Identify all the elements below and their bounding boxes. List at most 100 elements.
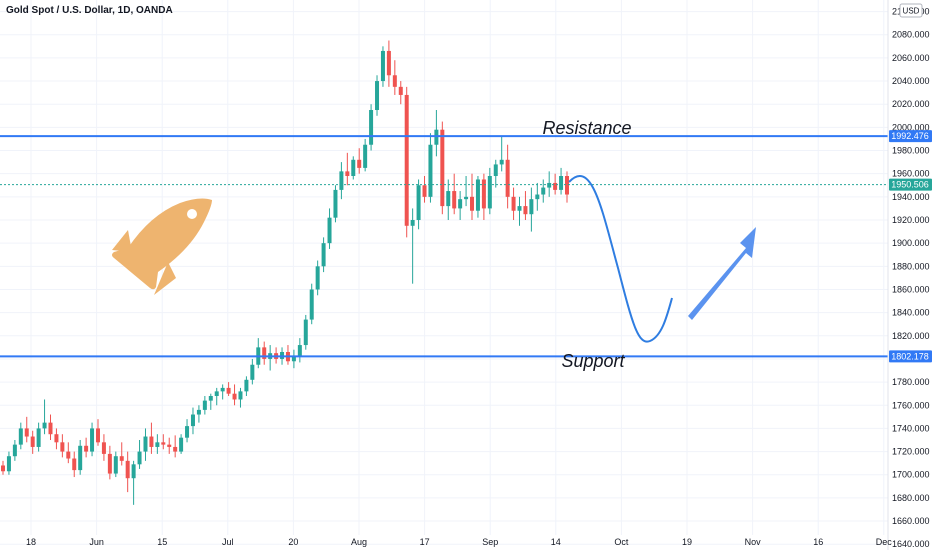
y-tick-label: 2000.000 bbox=[892, 122, 930, 132]
candle-body bbox=[291, 356, 296, 362]
candle-body bbox=[202, 400, 207, 410]
candle-body bbox=[398, 86, 403, 95]
candle-body bbox=[149, 436, 154, 447]
candle-body bbox=[303, 319, 308, 346]
x-tick-label: Nov bbox=[745, 537, 762, 547]
x-tick-label: 14 bbox=[551, 537, 561, 547]
y-tick-label: 2020.000 bbox=[892, 99, 930, 109]
candle-body bbox=[185, 426, 190, 438]
projection-curve[interactable] bbox=[568, 175, 673, 343]
y-tick-label: 1720.000 bbox=[892, 447, 930, 457]
candle-body bbox=[547, 182, 552, 188]
x-tick-label: 18 bbox=[26, 537, 36, 547]
candle-body bbox=[226, 387, 231, 394]
candle-body bbox=[297, 345, 302, 357]
candle-body bbox=[137, 451, 142, 465]
candle-body bbox=[95, 428, 100, 443]
candle-body bbox=[78, 445, 83, 471]
x-tick-label: 19 bbox=[682, 537, 692, 547]
x-tick-label: Jul bbox=[222, 537, 234, 547]
resistance-price-tag: 1992.476 bbox=[889, 130, 932, 143]
candle-body bbox=[321, 243, 326, 267]
svg-text:1802.178: 1802.178 bbox=[891, 351, 929, 361]
candle-body bbox=[333, 189, 338, 218]
x-tick-label: Aug bbox=[351, 537, 367, 547]
candle-body bbox=[339, 171, 344, 190]
candle-body bbox=[410, 220, 415, 226]
candle-body bbox=[505, 159, 510, 197]
candle-body bbox=[440, 129, 445, 207]
candle-body bbox=[446, 191, 451, 207]
rocket-icon bbox=[112, 198, 212, 295]
y-tick-label: 2060.000 bbox=[892, 53, 930, 63]
candle-body bbox=[196, 409, 201, 415]
candle-body bbox=[416, 185, 421, 220]
x-tick-label: 17 bbox=[420, 537, 430, 547]
candle-body bbox=[392, 75, 397, 87]
y-tick-label: 1860.000 bbox=[892, 284, 930, 294]
candle-body bbox=[12, 444, 17, 457]
y-tick-label: 1680.000 bbox=[892, 493, 930, 503]
candle-body bbox=[90, 428, 95, 452]
candle-body bbox=[499, 159, 504, 165]
y-tick-label: 1640.000 bbox=[892, 539, 930, 549]
support-label: Support bbox=[561, 351, 625, 371]
symbol-title: Gold Spot / U.S. Dollar, 1D, OANDA bbox=[6, 5, 173, 16]
candle-body bbox=[493, 164, 498, 176]
candle-body bbox=[357, 159, 362, 168]
y-tick-label: 1900.000 bbox=[892, 238, 930, 248]
candle-body bbox=[60, 442, 65, 452]
candle-body bbox=[220, 387, 225, 392]
candle-body bbox=[54, 434, 59, 443]
candle-body bbox=[232, 393, 237, 400]
candle-body bbox=[404, 94, 409, 226]
svg-text:1992.476: 1992.476 bbox=[891, 131, 929, 141]
candle-body bbox=[464, 196, 469, 200]
candle-body bbox=[84, 445, 89, 452]
candle-body bbox=[369, 110, 374, 145]
candle-body bbox=[113, 456, 118, 474]
candle-body bbox=[475, 179, 480, 211]
candle-body bbox=[155, 442, 160, 447]
y-tick-label: 1840.000 bbox=[892, 308, 930, 318]
candle-body bbox=[422, 185, 427, 197]
x-tick-label: 15 bbox=[157, 537, 167, 547]
y-tick-label: 2040.000 bbox=[892, 76, 930, 86]
x-tick-label: 20 bbox=[288, 537, 298, 547]
candle-body bbox=[535, 194, 540, 200]
support-price-tag: 1802.178 bbox=[889, 350, 932, 363]
x-tick-label: Jun bbox=[89, 537, 104, 547]
candle-body bbox=[517, 206, 522, 211]
y-tick-label: 1880.000 bbox=[892, 261, 930, 271]
candle-body bbox=[250, 364, 255, 380]
arrow-up-icon[interactable] bbox=[688, 227, 756, 320]
candle-body bbox=[238, 391, 243, 400]
current-price-tag: 1950.506 bbox=[889, 178, 932, 191]
y-tick-label: 1960.000 bbox=[892, 169, 930, 179]
currency-badge[interactable]: USD bbox=[899, 3, 923, 18]
y-tick-label: 1820.000 bbox=[892, 331, 930, 341]
x-tick-label: 16 bbox=[813, 537, 823, 547]
y-tick-label: 1700.000 bbox=[892, 470, 930, 480]
candle-body bbox=[18, 428, 23, 445]
candle-body bbox=[559, 176, 564, 190]
candle-body bbox=[6, 456, 11, 472]
candle-body bbox=[167, 444, 172, 447]
candle-body bbox=[309, 289, 314, 320]
candle-body bbox=[470, 196, 475, 211]
candle-body bbox=[72, 458, 77, 471]
candle-body bbox=[511, 196, 516, 211]
candle-body bbox=[30, 436, 35, 447]
y-tick-label: 1920.000 bbox=[892, 215, 930, 225]
y-tick-label: 1940.000 bbox=[892, 192, 930, 202]
candle-body bbox=[1, 465, 5, 472]
y-tick-label: 1740.000 bbox=[892, 423, 930, 433]
price-axis[interactable]: 1640.000 1660.000 1680.000 1700.000 1720.000… bbox=[892, 7, 930, 550]
candle-body bbox=[380, 50, 385, 82]
candle-body bbox=[66, 451, 71, 459]
candle-body bbox=[565, 176, 569, 195]
candle-body bbox=[24, 428, 29, 437]
candle-body bbox=[262, 347, 267, 359]
time-axis[interactable]: 18 Jun 15 Jul 20 Aug 17 Sep 14 Oct 19 Nov 16 Dec bbox=[26, 537, 892, 547]
